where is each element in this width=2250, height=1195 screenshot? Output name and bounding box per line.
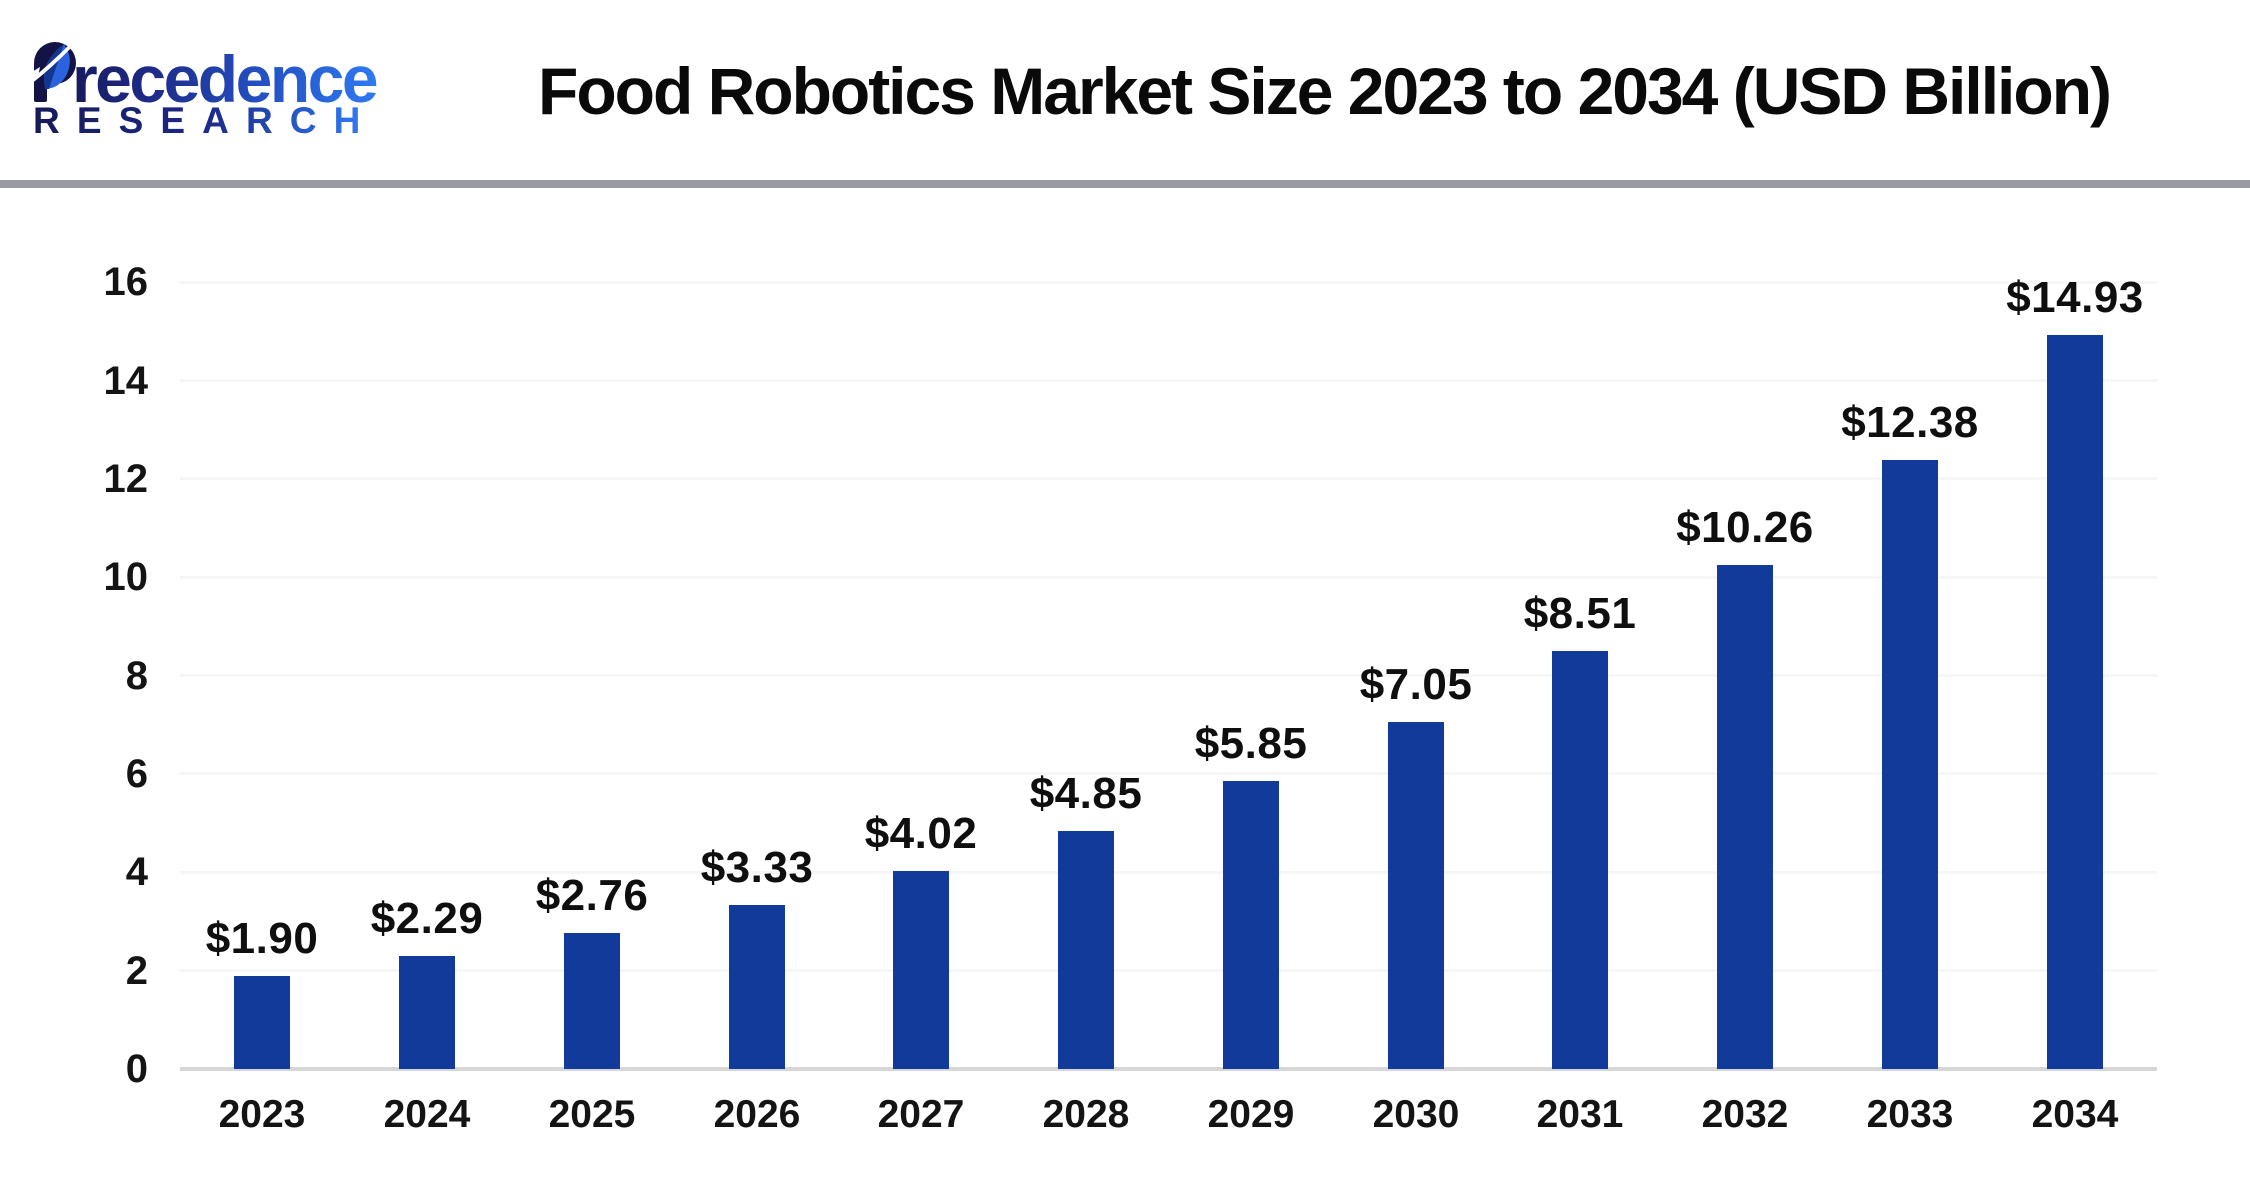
svg-text:RESEARCH: RESEARCH <box>33 100 377 141</box>
svg-text:recedence: recedence <box>72 42 377 116</box>
